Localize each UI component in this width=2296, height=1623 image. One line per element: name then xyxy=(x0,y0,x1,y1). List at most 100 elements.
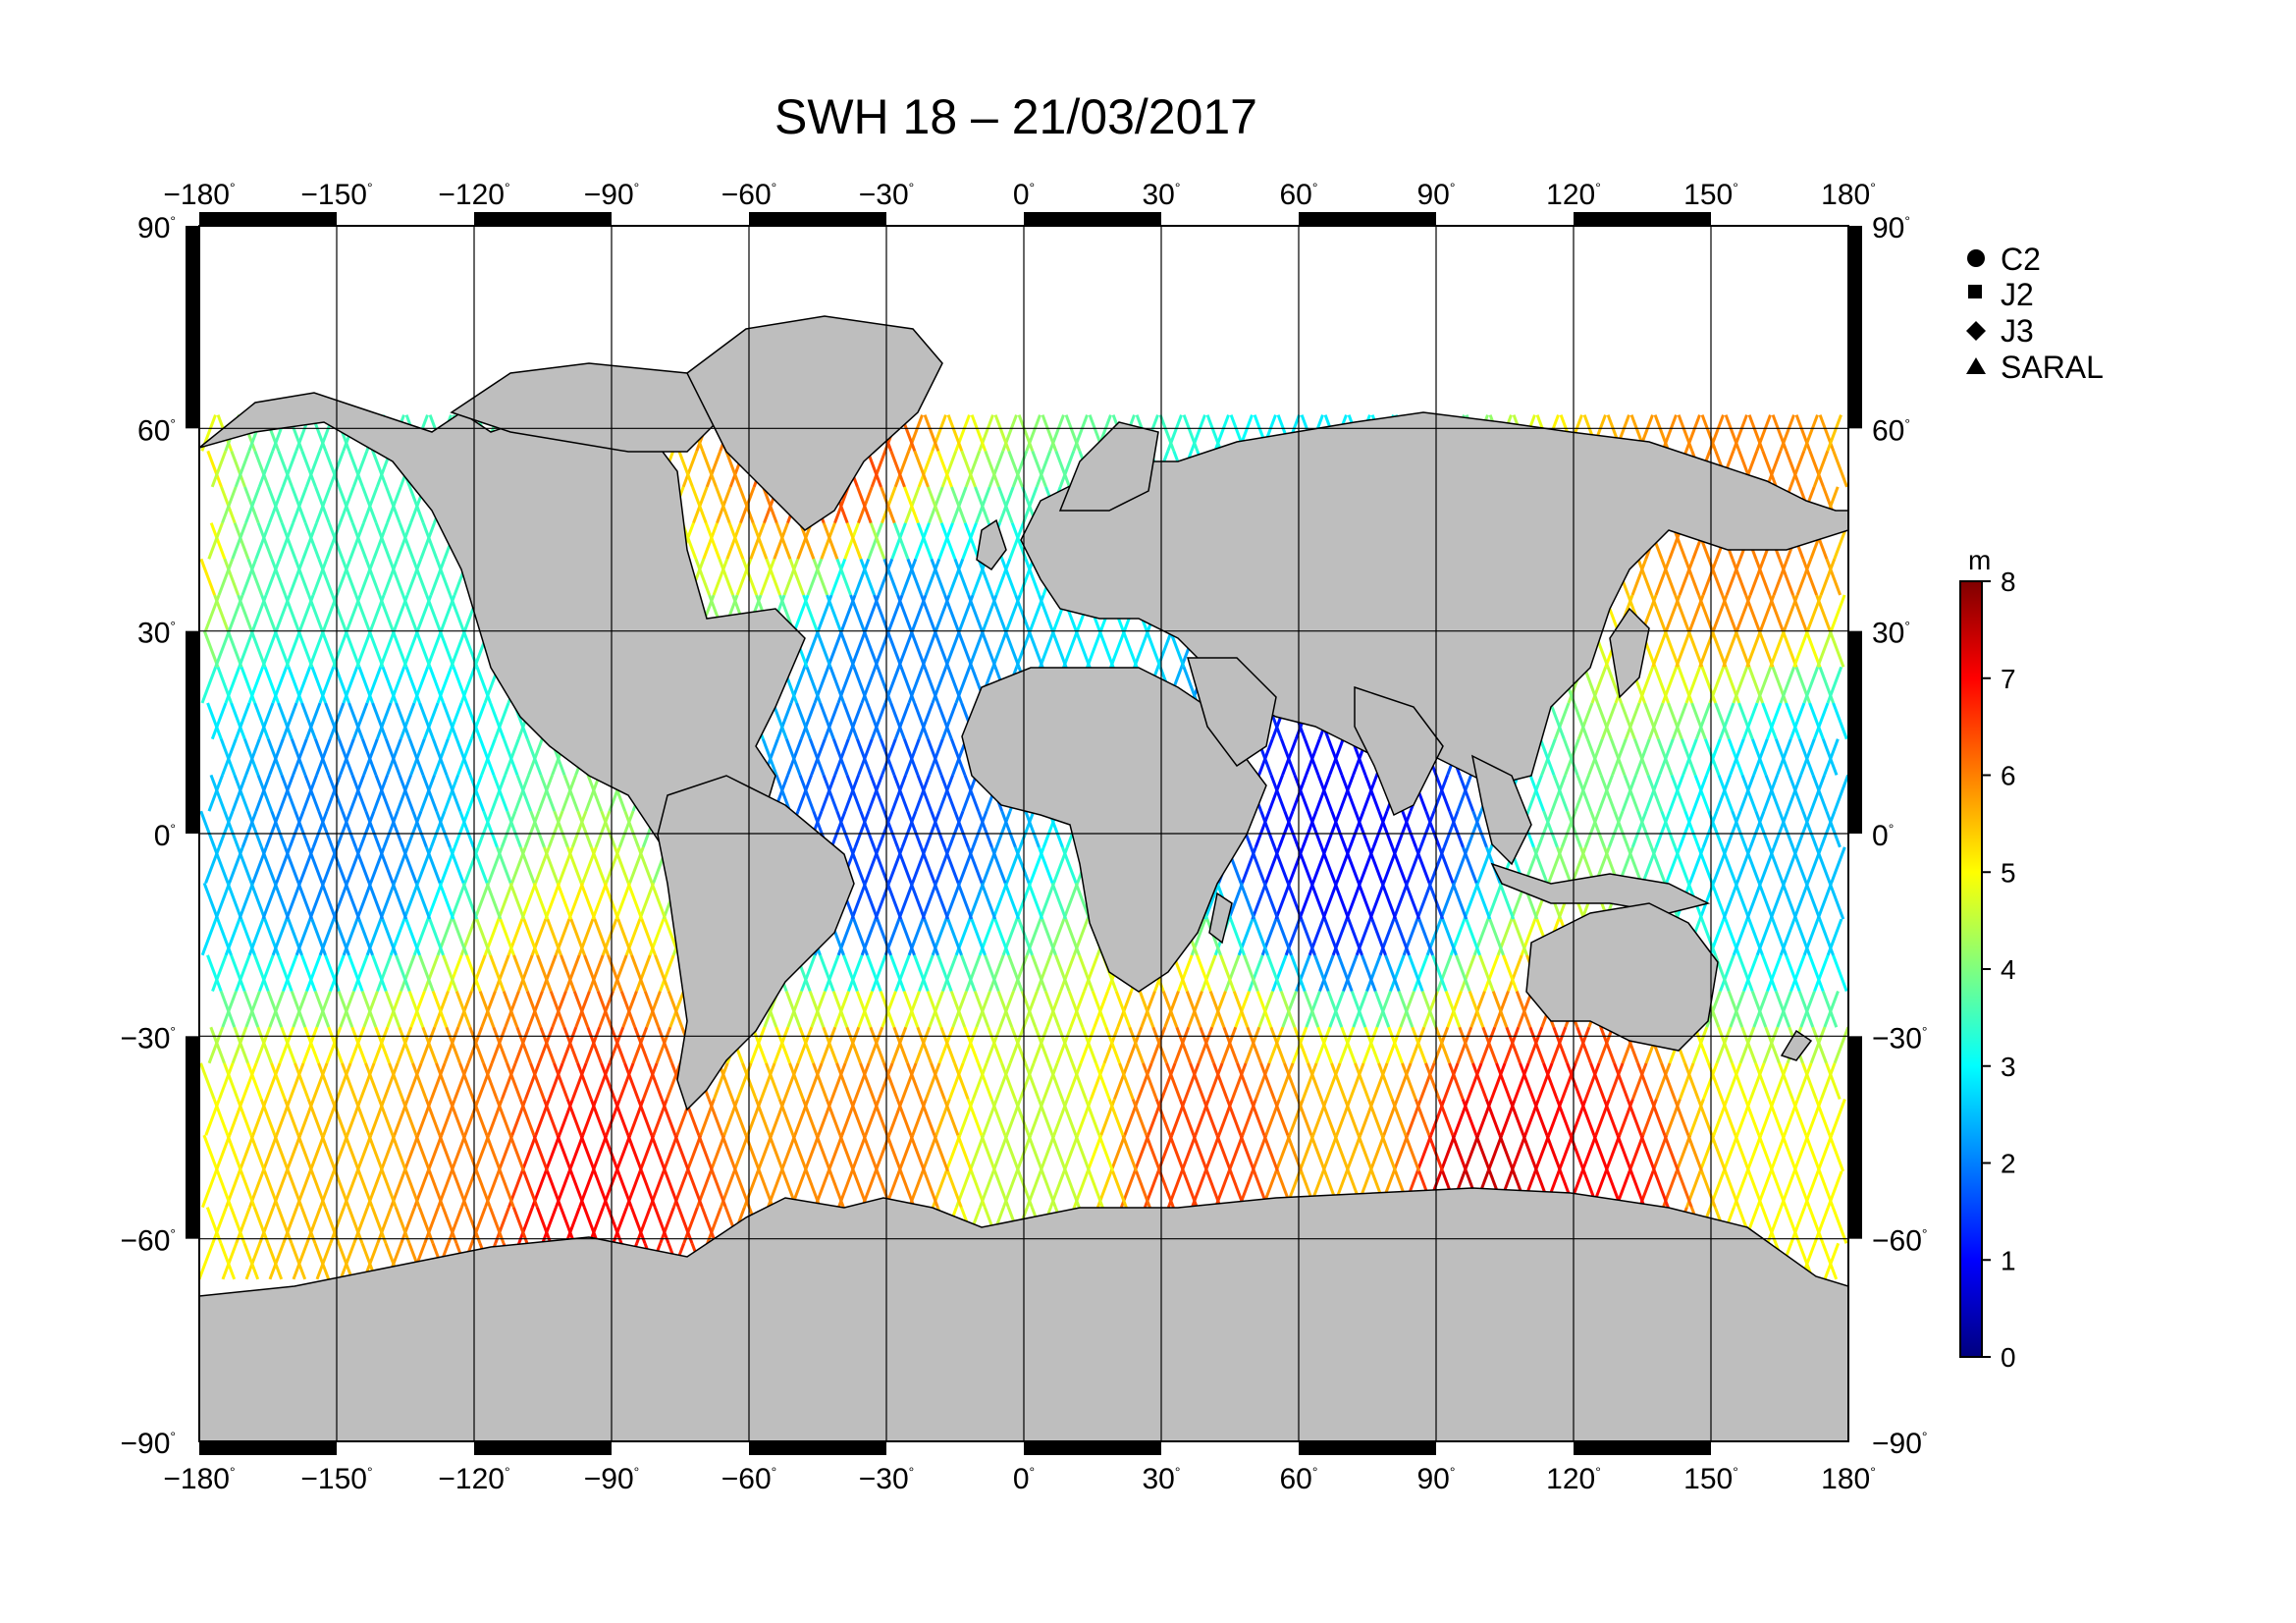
swh-track-segment xyxy=(594,1062,612,1101)
swh-track-segment xyxy=(1649,1098,1667,1136)
swh-track-segment xyxy=(1515,990,1532,1028)
swh-track-segment xyxy=(806,558,824,596)
swh-track-segment xyxy=(1321,882,1339,920)
lat-tick-label-left: −90° xyxy=(121,1428,177,1460)
swh-track-segment xyxy=(1442,1062,1460,1101)
scandinavia-landmass xyxy=(1058,421,1159,512)
swh-track-segment xyxy=(200,1170,218,1209)
swh-track-segment xyxy=(270,1062,287,1101)
swh-track-segment xyxy=(1789,1207,1806,1244)
lat-tick-label-right: 0° xyxy=(1872,820,1894,852)
swh-track-segment xyxy=(885,630,903,668)
swh-track-segment xyxy=(1380,882,1398,920)
swh-track-segment xyxy=(697,1134,715,1172)
swh-track-segment xyxy=(1290,954,1307,993)
swh-track-segment xyxy=(411,1062,428,1101)
swh-track-segment xyxy=(537,774,555,812)
swh-track-segment xyxy=(1363,774,1381,812)
lon-tick-label-bottom: −180° xyxy=(163,1463,235,1495)
swh-track-segment xyxy=(1269,774,1287,812)
swh-track-segment xyxy=(718,558,735,596)
swh-track-segment xyxy=(367,1134,385,1172)
swh-track-segment xyxy=(476,810,494,848)
swh-track-segment xyxy=(1121,1134,1139,1172)
swh-track-segment xyxy=(1084,1098,1101,1136)
swh-track-segment xyxy=(347,954,364,993)
swh-track-segment xyxy=(374,774,392,812)
swh-track-segment xyxy=(749,522,766,560)
swh-track-segment xyxy=(1081,1026,1097,1064)
swh-track-segment xyxy=(1340,774,1358,812)
swh-track-segment xyxy=(513,774,531,812)
swh-track-segment xyxy=(450,630,466,668)
swh-track-segment xyxy=(1206,1062,1224,1101)
swh-track-segment xyxy=(1788,774,1805,812)
swh-track-segment xyxy=(330,1098,347,1136)
swh-track-segment xyxy=(944,630,961,668)
colorbar-tick-label: 8 xyxy=(2001,567,2016,597)
swh-track-segment xyxy=(1766,954,1783,993)
swh-track-segment xyxy=(1636,810,1653,848)
swh-track-segment xyxy=(404,666,422,704)
swh-track-segment xyxy=(396,522,412,560)
swh-track-segment xyxy=(591,882,609,920)
swh-track-segment xyxy=(348,1026,366,1064)
swh-track-segment xyxy=(808,738,826,776)
swh-track-segment xyxy=(1039,882,1056,920)
swh-track-segment xyxy=(539,1026,556,1064)
swh-track-segment xyxy=(1809,774,1827,812)
swh-track-segment xyxy=(867,1026,884,1064)
swh-track-segment xyxy=(724,450,741,488)
swh-track-segment xyxy=(249,1134,267,1172)
swh-track-segment xyxy=(937,1026,955,1064)
swh-track-segment xyxy=(1079,1026,1096,1064)
swh-track-segment xyxy=(204,846,221,884)
swh-track-segment xyxy=(355,630,372,668)
swh-track-segment xyxy=(1361,954,1377,993)
swh-track-segment xyxy=(395,954,411,993)
swh-track-segment xyxy=(1133,1134,1150,1172)
swh-track-segment xyxy=(511,1207,529,1244)
swh-track-segment xyxy=(348,522,365,560)
swh-track-segment xyxy=(895,846,913,884)
swh-track-segment xyxy=(1377,1062,1394,1101)
swh-track-segment xyxy=(1069,990,1086,1028)
swh-track-segment xyxy=(517,1207,534,1244)
swh-track-segment xyxy=(261,630,278,668)
colorbar-gradient xyxy=(1959,580,1983,1358)
swh-track-segment xyxy=(452,1170,468,1209)
swh-track-segment xyxy=(1731,1062,1747,1101)
swh-track-segment xyxy=(332,1134,349,1172)
swh-track-segment xyxy=(244,738,261,776)
swh-track-segment xyxy=(756,1134,774,1172)
swh-track-segment xyxy=(1259,810,1276,848)
frame-tick-bars xyxy=(186,212,1862,1455)
swh-track-segment xyxy=(1808,450,1825,488)
swh-track-segment xyxy=(623,810,640,848)
swh-track-segment xyxy=(613,1098,630,1136)
swh-track-segment xyxy=(1621,774,1638,812)
swh-track-segment xyxy=(893,702,911,740)
swh-track-segment xyxy=(1107,1098,1125,1136)
swh-track-segment xyxy=(984,954,1000,993)
swh-track-segment xyxy=(924,558,941,596)
swh-track-segment xyxy=(1249,846,1266,884)
swh-track-segment xyxy=(1802,666,1820,704)
swh-track-segment xyxy=(497,882,514,920)
swh-track-segment xyxy=(1717,1026,1734,1064)
swh-track-segment xyxy=(1832,954,1848,993)
swh-track-segment xyxy=(1112,1062,1130,1101)
grid-lines xyxy=(199,226,1848,1441)
swh-track-segment xyxy=(1413,954,1429,993)
swh-track-segment xyxy=(1008,1026,1026,1064)
swh-track-segment xyxy=(749,1026,767,1064)
swh-track-segment xyxy=(947,810,965,848)
swh-track-segment xyxy=(311,558,329,596)
swh-track-segment xyxy=(845,774,863,812)
swh-track-segment xyxy=(866,702,882,740)
swh-track-segment xyxy=(1469,990,1486,1028)
swh-track-segment xyxy=(253,450,270,488)
swh-track-segment xyxy=(1573,702,1589,740)
circle-marker-icon xyxy=(1967,249,1985,267)
swh-track-segment xyxy=(819,954,835,993)
